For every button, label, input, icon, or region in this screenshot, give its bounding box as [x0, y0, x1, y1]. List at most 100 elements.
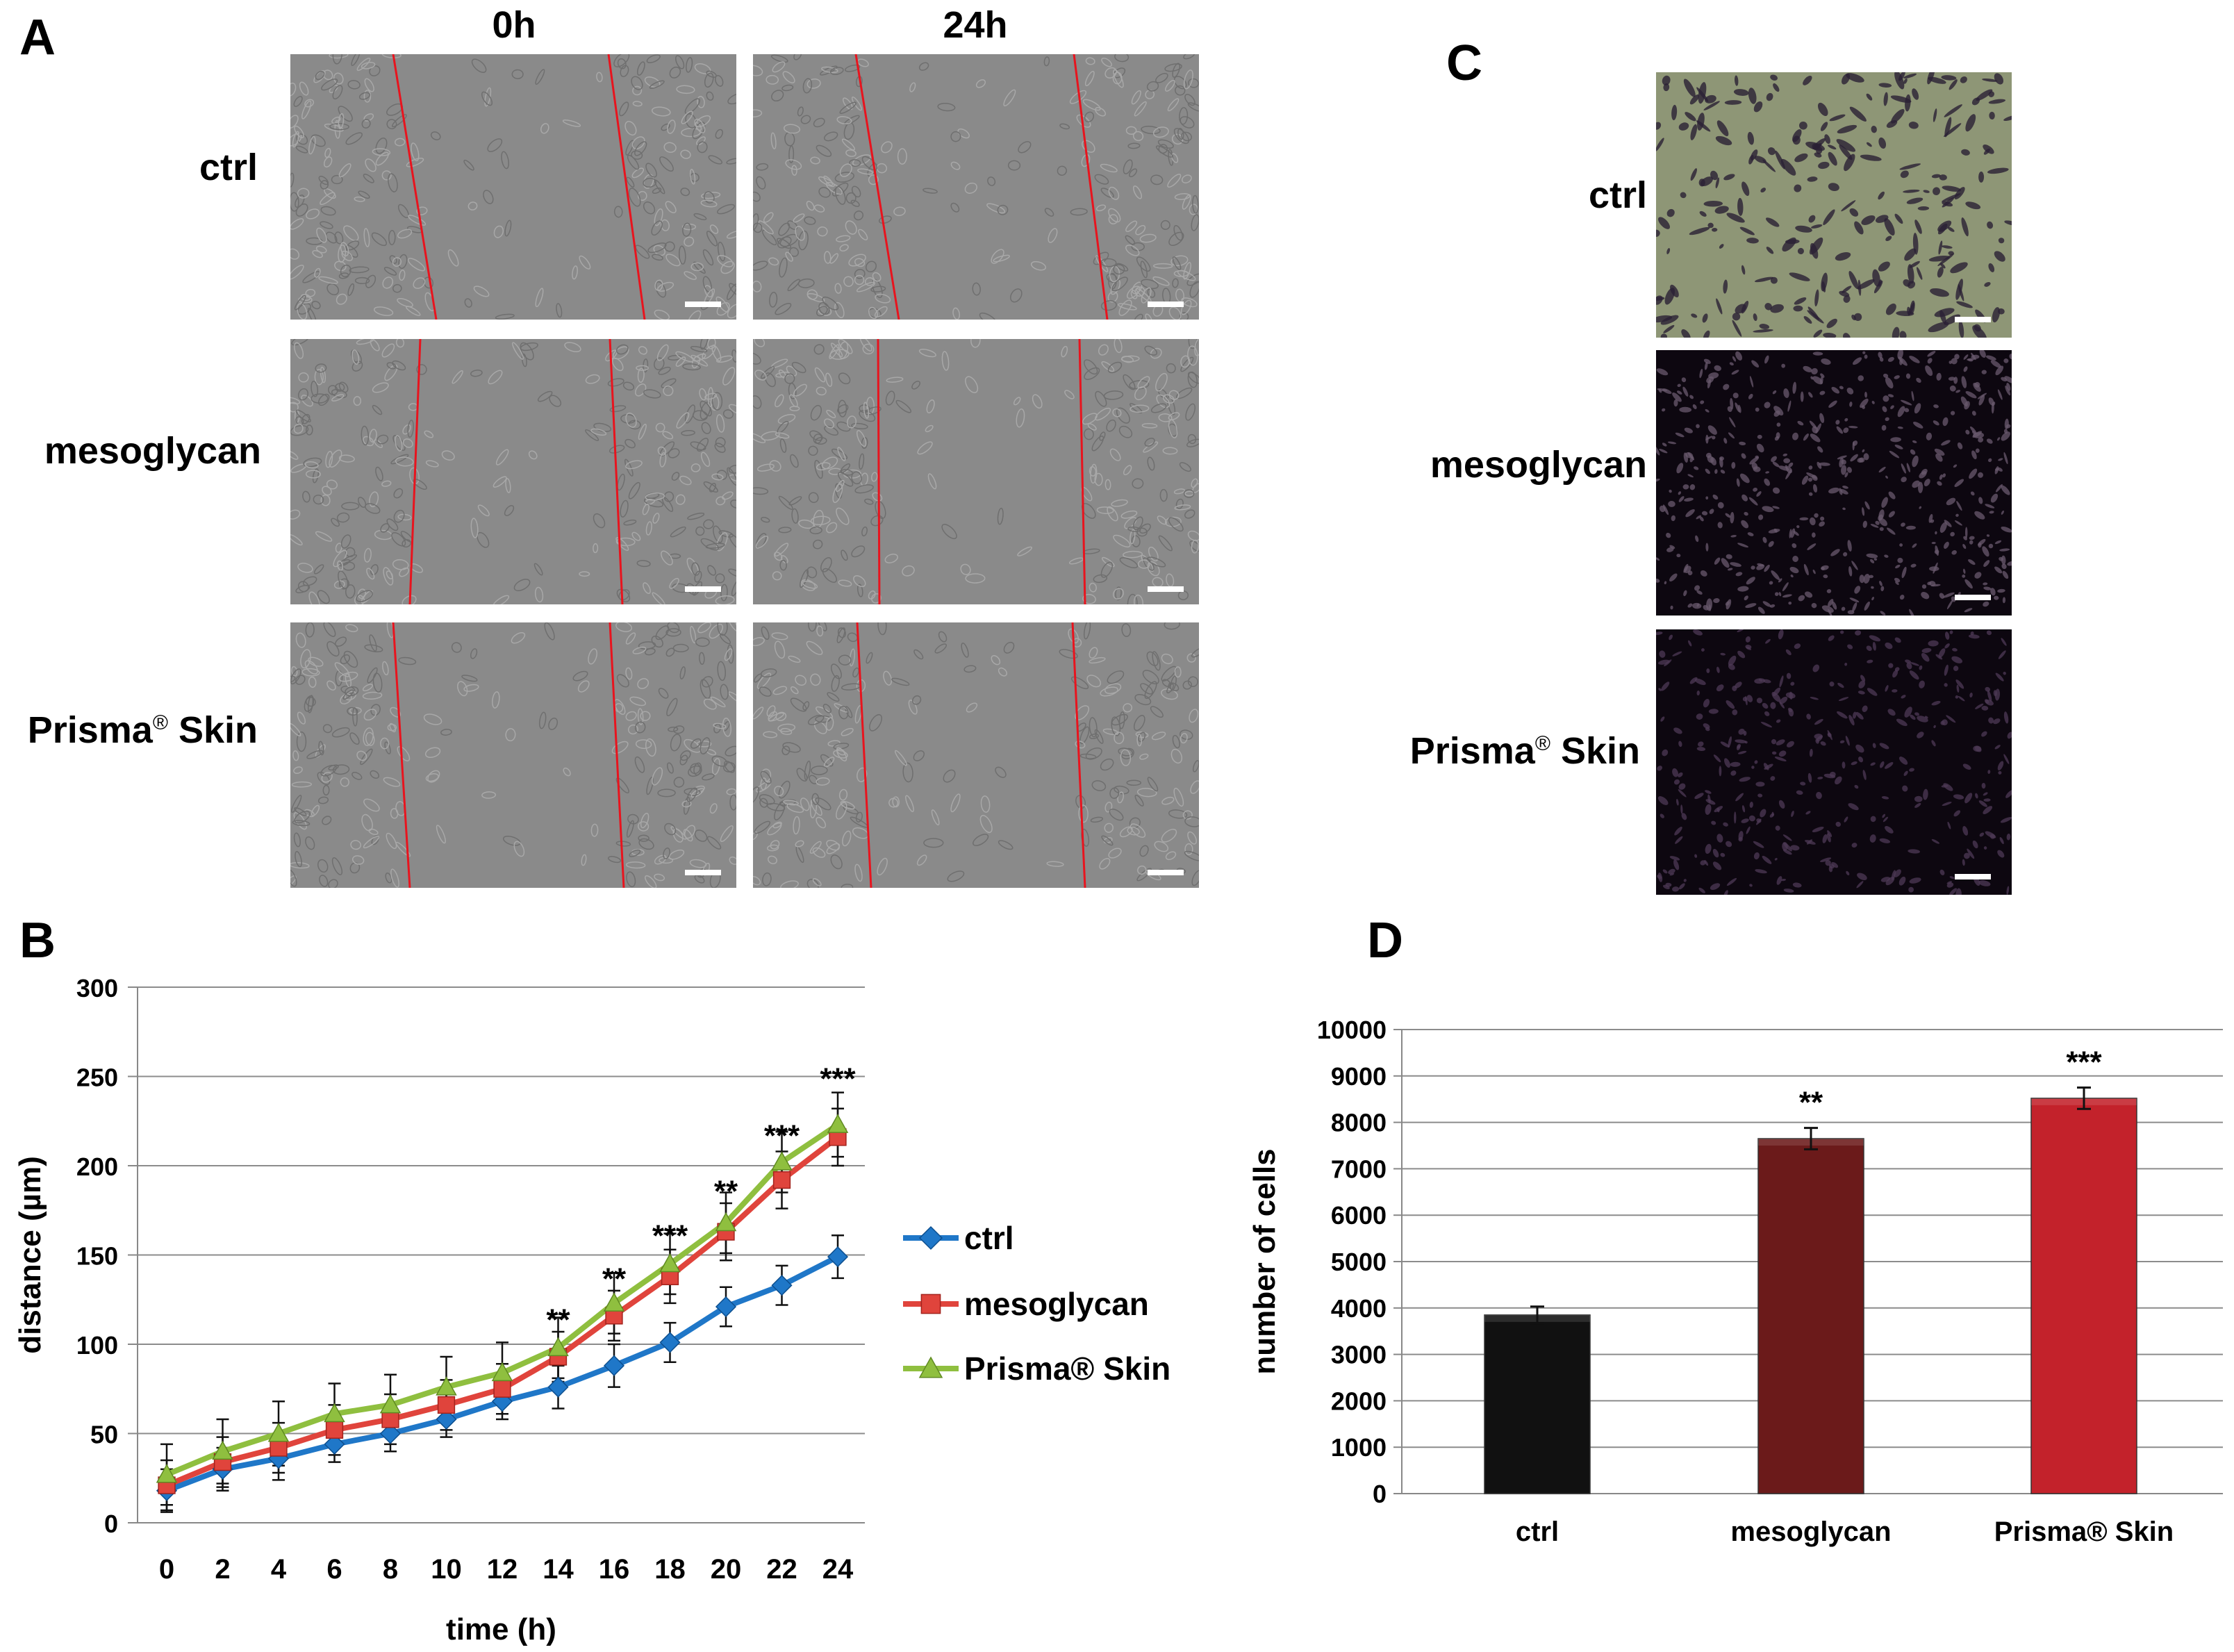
x-tick-label: 6	[326, 1554, 342, 1585]
y-tick-label: 2000	[1331, 1387, 1387, 1415]
data-point	[213, 1453, 232, 1471]
scratch-assay-image	[290, 339, 736, 604]
significance-label: ***	[764, 1119, 800, 1153]
data-point	[547, 1337, 569, 1357]
data-point	[267, 1448, 290, 1469]
y-tick-label: 0	[104, 1510, 118, 1538]
bar	[2030, 1098, 2137, 1494]
significance-label: ***	[820, 1062, 856, 1096]
y-tick-label: 5000	[1331, 1248, 1387, 1276]
data-point	[437, 1396, 456, 1414]
panel-a-row-ctrl: ctrl	[199, 147, 258, 188]
data-point	[267, 1422, 290, 1442]
category-label: Prisma® Skin	[1994, 1517, 2174, 1547]
data-point	[436, 1408, 457, 1430]
data-point	[325, 1421, 344, 1439]
panel-a-letter: A	[19, 10, 56, 65]
data-point	[212, 1458, 233, 1480]
transwell-image	[1656, 629, 2012, 895]
data-point	[324, 1403, 345, 1423]
scratch-assay-image	[753, 339, 1199, 604]
data-point	[603, 1292, 625, 1312]
panel-d-letter: D	[1367, 913, 1403, 968]
legend-label: mesoglycan	[964, 1286, 1149, 1322]
panel-c-letter: C	[1446, 35, 1482, 91]
x-axis-label: time (h)	[446, 1612, 556, 1646]
legend-marker	[920, 1294, 941, 1314]
y-tick-label: 4000	[1331, 1294, 1387, 1323]
data-point	[827, 1246, 849, 1268]
data-point	[715, 1296, 737, 1318]
data-point	[156, 1480, 178, 1501]
legend-label: ctrl	[964, 1220, 1014, 1256]
significance-label: **	[714, 1174, 738, 1208]
transwell-image	[1656, 350, 2012, 616]
data-point	[771, 1275, 793, 1296]
significance-label: ***	[652, 1219, 688, 1253]
data-point	[381, 1410, 399, 1428]
data-point	[717, 1223, 735, 1241]
y-tick-label: 7000	[1331, 1155, 1387, 1183]
data-point	[493, 1380, 511, 1398]
data-point	[603, 1355, 625, 1376]
data-point	[156, 1464, 178, 1483]
panel-c-row-ctrl: ctrl	[1588, 174, 1647, 216]
transwell-image	[1656, 72, 2012, 338]
scratch-assay-image	[290, 54, 736, 320]
scratch-assay-image	[753, 622, 1199, 888]
bar	[1484, 1314, 1591, 1494]
series-line-1	[165, 1134, 840, 1488]
data-point	[436, 1376, 457, 1396]
bar-highlight	[2031, 1098, 2137, 1105]
data-point	[549, 1348, 568, 1366]
data-point	[379, 1423, 402, 1444]
significance-label: **	[1799, 1086, 1823, 1120]
x-tick-label: 18	[654, 1554, 686, 1585]
data-point	[491, 1391, 513, 1412]
registered-mark: ®	[1534, 732, 1550, 755]
y-tick-label: 8000	[1331, 1109, 1387, 1137]
registered-mark: ®	[152, 711, 168, 734]
x-tick-label: 24	[822, 1554, 854, 1585]
data-point	[771, 1151, 793, 1171]
data-point	[158, 1476, 176, 1494]
data-point	[715, 1212, 737, 1232]
y-tick-label: 50	[90, 1421, 118, 1449]
bar-highlight	[1484, 1314, 1590, 1322]
skin-word: Skin	[1560, 730, 1640, 772]
data-point	[829, 1128, 847, 1146]
y-axis-label: number of cells	[1248, 1148, 1282, 1374]
data-point	[661, 1267, 679, 1285]
data-point	[547, 1376, 569, 1398]
panel-b-letter: B	[19, 913, 56, 968]
data-point	[324, 1433, 345, 1455]
series-line-0	[165, 1254, 839, 1494]
category-label: ctrl	[1516, 1517, 1559, 1547]
series-line-2	[165, 1122, 840, 1478]
y-tick-label: 0	[1373, 1480, 1387, 1508]
prisma-word: Prisma	[1409, 730, 1535, 772]
scratch-assay-image	[290, 622, 736, 888]
x-tick-label: 16	[599, 1554, 630, 1585]
bar	[1757, 1138, 1864, 1494]
panel-c-row-prisma-skin: Prisma® Skin	[1410, 729, 1640, 773]
y-tick-label: 9000	[1331, 1062, 1387, 1091]
x-tick-label: 8	[383, 1554, 398, 1585]
significance-label: **	[546, 1303, 570, 1337]
x-tick-label: 12	[487, 1554, 518, 1585]
panel-a-row-mesoglycan: mesoglycan	[44, 430, 261, 472]
legend-label: Prisma® Skin	[964, 1350, 1170, 1387]
data-point	[270, 1439, 288, 1457]
y-tick-label: 10000	[1317, 1016, 1387, 1044]
y-tick-label: 100	[76, 1331, 118, 1360]
panel-c-row-mesoglycan: mesoglycan	[1430, 444, 1647, 486]
x-tick-label: 20	[711, 1554, 742, 1585]
category-label: mesoglycan	[1730, 1517, 1891, 1547]
x-tick-label: 4	[271, 1554, 287, 1585]
x-tick-label: 14	[543, 1554, 574, 1585]
y-tick-label: 150	[76, 1242, 118, 1271]
bar-highlight	[1758, 1138, 1864, 1146]
significance-label: ***	[2066, 1046, 2102, 1080]
panel-a-row-prisma-skin: Prisma® Skin	[28, 709, 258, 752]
data-point	[827, 1114, 849, 1133]
